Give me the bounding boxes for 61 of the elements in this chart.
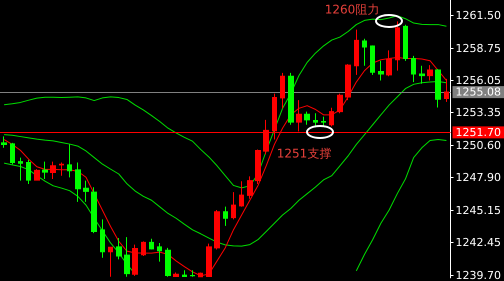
y-tick-label: 1261.50 — [456, 9, 502, 22]
candlestick — [26, 159, 31, 185]
annotation: 1260阻力 — [324, 2, 380, 18]
candlestick — [83, 180, 89, 202]
candlestick — [18, 157, 23, 182]
candlestick — [91, 186, 97, 234]
candlestick — [223, 206, 228, 226]
candlestick — [411, 55, 416, 83]
y-tick-label: 1256.05 — [456, 74, 502, 88]
candlestick — [378, 60, 384, 82]
y-tick-label: 1247.90 — [456, 171, 502, 184]
y-tick-label: 1242.45 — [456, 236, 502, 250]
candlestick — [231, 192, 236, 220]
candlestick — [304, 111, 310, 126]
candlestick — [75, 162, 81, 202]
y-tick-label: 1250.60 — [456, 139, 502, 152]
candlestick — [214, 210, 220, 250]
candlestick — [337, 93, 343, 114]
candlestick — [239, 180, 244, 208]
candlestick — [345, 64, 351, 101]
line-series — [4, 80, 447, 247]
candlestick — [108, 246, 113, 278]
candlestick — [313, 112, 318, 126]
y-tick-label: 1258.75 — [456, 42, 502, 55]
candlestick — [370, 44, 375, 76]
candlestick — [116, 238, 122, 260]
candlestick — [329, 107, 334, 127]
candlestick — [141, 240, 146, 257]
candlestick — [10, 142, 15, 165]
candlestick — [100, 218, 105, 258]
candlestick — [321, 116, 326, 127]
candlestick — [362, 38, 367, 66]
candlestick — [173, 272, 179, 278]
candlestick — [403, 24, 408, 62]
ref-line-label: 1251.70 — [456, 126, 502, 139]
candlestick — [182, 270, 187, 278]
candlestick — [42, 161, 48, 180]
candlestick — [255, 148, 261, 185]
candlestick — [34, 168, 40, 182]
candlestick — [247, 176, 253, 200]
candlestick — [427, 64, 433, 82]
candlestick — [165, 247, 171, 278]
candlestick — [149, 238, 154, 250]
candlestick — [190, 270, 195, 278]
candlestick — [354, 29, 359, 76]
y-tick-label: 1253.35 — [456, 106, 502, 120]
candlestick — [435, 68, 441, 108]
candlestick — [50, 161, 56, 180]
line-series — [4, 15, 447, 188]
y-tick-label: 1239.70 — [456, 269, 502, 281]
candlestick — [124, 236, 130, 278]
candlestick — [419, 65, 425, 84]
y-tick-label: 1245.15 — [456, 204, 502, 217]
candlestick — [59, 162, 64, 176]
ref-line-label: 1255.08 — [456, 86, 502, 99]
candlestick — [157, 242, 162, 262]
candlestick — [1, 136, 7, 148]
candlestick — [67, 144, 72, 178]
candlestick — [280, 72, 285, 109]
annotation: 1251支撑 — [276, 146, 332, 162]
candlestick — [288, 72, 294, 126]
